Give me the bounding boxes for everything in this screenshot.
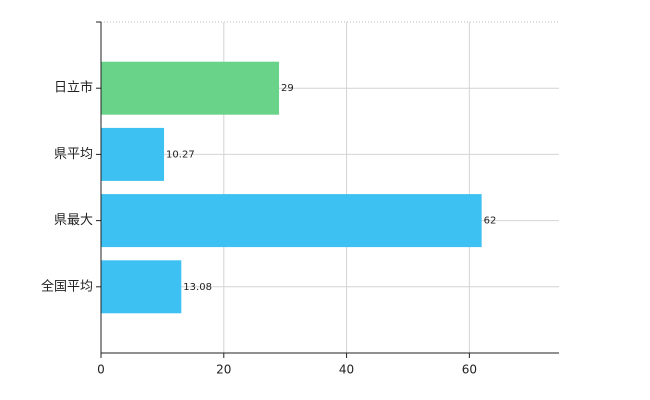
y-tick-label: 県平均 [54,147,93,162]
y-tick-label: 県最大 [54,213,93,228]
value-label: 10.27 [166,149,195,160]
y-tick-label: 日立市 [54,80,93,96]
bar [101,127,165,181]
y-tick-label: 全国平均 [41,278,93,294]
value-label: 29 [281,83,294,94]
value-label: 62 [484,216,497,227]
x-tick-label: 0 [97,363,105,377]
bar [101,61,280,115]
bar [101,260,182,314]
x-tick-label: 40 [339,363,354,377]
x-tick-label: 20 [216,363,231,377]
bar [101,194,482,248]
x-tick-label: 60 [462,363,477,377]
value-label: 13.08 [183,282,212,293]
